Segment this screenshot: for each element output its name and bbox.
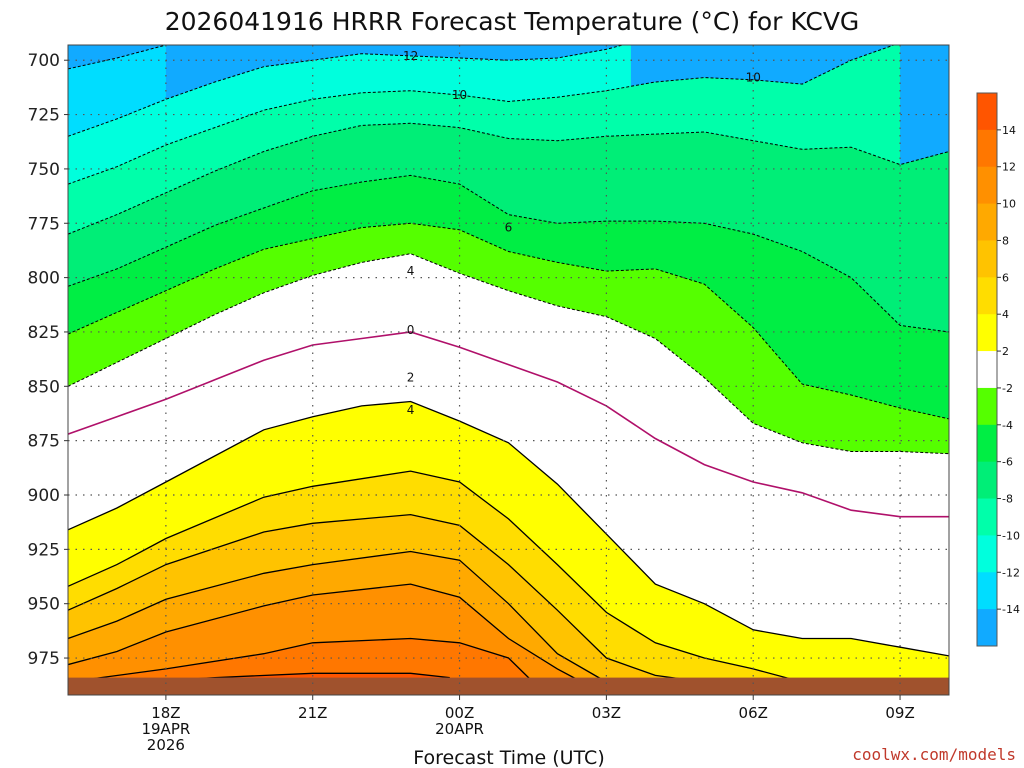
- colorbar-label-4: 4: [1002, 308, 1009, 321]
- colorbar-label--10: -10: [1002, 529, 1020, 542]
- isotherm--14: [68, 45, 167, 70]
- isotherm-8: [68, 550, 607, 683]
- xtick-label-2026: 2026: [147, 736, 185, 754]
- colorbar-bin--8: [977, 461, 997, 500]
- plot-frame: [67, 44, 950, 696]
- ytick-label-975: 975: [28, 649, 60, 669]
- xtick-label-21Z: 21Z: [298, 704, 327, 722]
- chart-title: 2026041916 HRRR Forecast Temperature (°C…: [165, 7, 860, 36]
- colorbar-bin--10: [977, 498, 997, 536]
- colorbar-bin--4: [977, 387, 997, 426]
- isotherm--8: [68, 122, 949, 235]
- ytick-label-775: 775: [28, 214, 60, 234]
- colorbar-bin-4: [977, 277, 997, 315]
- credit-link[interactable]: coolwx.com/models: [852, 745, 1016, 764]
- xtick-label-03Z: 03Z: [592, 704, 621, 722]
- ground-surface: [68, 677, 949, 695]
- colorbar-label--14: -14: [1002, 603, 1020, 616]
- colorbar-label--2: -2: [1002, 382, 1013, 395]
- isotherm--12: [68, 45, 625, 137]
- colorbar-label-12: 12: [1002, 161, 1016, 174]
- colorbar-bin-2: [977, 314, 997, 352]
- isotherm-10: [68, 583, 583, 683]
- colorbar-label-10: 10: [1002, 198, 1016, 211]
- colorbar-bin-8: [977, 203, 997, 241]
- colorbar-bin--16: [977, 609, 997, 647]
- isotherm-12: [68, 637, 534, 683]
- contour-label-4: 4: [407, 264, 415, 278]
- ytick-label-925: 925: [28, 540, 60, 560]
- xtick-label-19APR: 19APR: [141, 720, 190, 738]
- colorbar-label--4: -4: [1002, 419, 1013, 432]
- isotherm--10: [68, 45, 896, 185]
- colorbar-frame: [976, 92, 998, 647]
- xtick-label-20APR: 20APR: [435, 720, 484, 738]
- ytick-label-800: 800: [28, 269, 60, 289]
- ytick-label-700: 700: [28, 51, 60, 71]
- ytick-label-850: 850: [28, 377, 60, 397]
- colorbar-bin--12: [977, 535, 997, 573]
- xtick-label-00Z: 00Z: [445, 704, 474, 722]
- isotherm-0: [68, 331, 949, 518]
- isotherm-2: [68, 400, 949, 657]
- contour-label-2: 2: [407, 371, 415, 385]
- colorbar-bin-14: [977, 93, 997, 131]
- colorbar-bin-10: [977, 166, 997, 205]
- x-axis-label: Forecast Time (UTC): [413, 747, 604, 768]
- colorbar-bin-6: [977, 240, 997, 278]
- colorbar-label--6: -6: [1002, 456, 1013, 469]
- ytick-label-750: 750: [28, 160, 60, 180]
- xtick-label-06Z: 06Z: [739, 704, 768, 722]
- colorbar-label-2: 2: [1002, 345, 1009, 358]
- colorbar-bin-12: [977, 129, 997, 168]
- contour-label-10: 10: [746, 71, 761, 85]
- colorbar-label--12: -12: [1002, 566, 1020, 579]
- ytick-label-725: 725: [28, 106, 60, 126]
- xtick-label-18Z: 18Z: [151, 704, 180, 722]
- isotherm-6: [68, 513, 705, 683]
- colorbar-bin--6: [977, 424, 997, 463]
- isotherm--4: [68, 222, 949, 420]
- isotherm-4: [68, 470, 803, 683]
- colorbar-label--8: -8: [1002, 493, 1013, 506]
- contour-label-12: 12: [403, 49, 418, 63]
- colorbar-label-6: 6: [1002, 271, 1009, 284]
- xtick-label-09Z: 09Z: [885, 704, 914, 722]
- ytick-label-900: 900: [28, 486, 60, 506]
- ytick-label-825: 825: [28, 323, 60, 343]
- colorbar: 14 12 10 8 6 4 2 -2 -4 -6 -8 -10 -12 -14: [976, 92, 1020, 647]
- contour-label-10: 10: [452, 88, 467, 102]
- plot-area: 12 10 10 6 4 0 2 4: [68, 45, 949, 695]
- colorbar-label-14: 14: [1002, 124, 1016, 137]
- contour-label-6: 6: [505, 221, 513, 235]
- ytick-label-875: 875: [28, 432, 60, 452]
- contour-label-0: 0: [407, 323, 415, 337]
- colorbar-label-8: 8: [1002, 234, 1009, 247]
- contour-label-4: 4: [407, 403, 415, 417]
- isotherm--2: [68, 253, 949, 455]
- y-axis: 700 725 750 775 800 825 850 875 900 925 950 975: [28, 51, 68, 669]
- colorbar-bin--14: [977, 572, 997, 610]
- ytick-label-950: 950: [28, 595, 60, 615]
- colorbar-bin--2: [977, 351, 997, 389]
